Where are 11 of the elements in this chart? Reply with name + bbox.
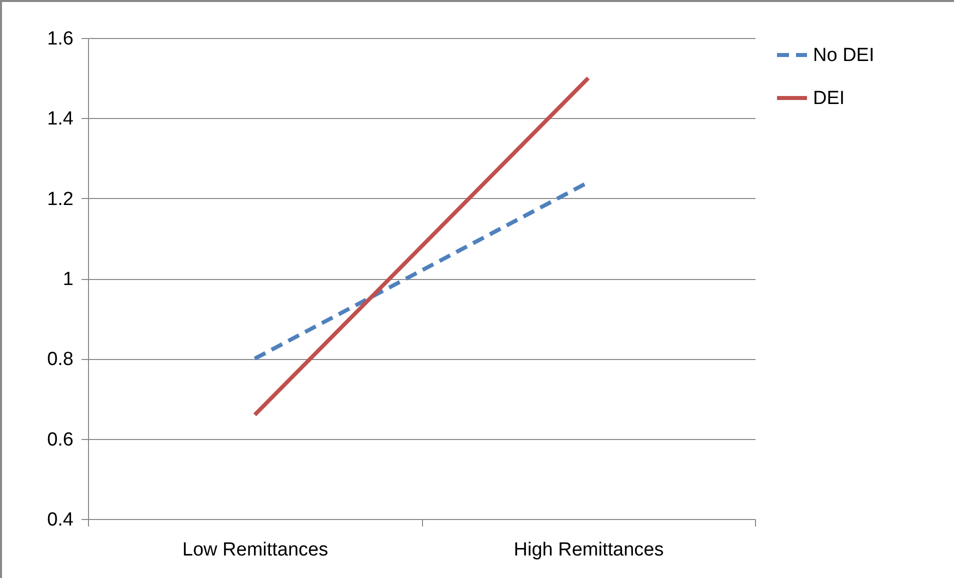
x-tick-label: Low Remittances xyxy=(182,540,328,560)
y-tick-label: 0.4 xyxy=(47,510,74,530)
x-tick-label: High Remittances xyxy=(514,540,664,560)
y-tick-label: 1.2 xyxy=(47,188,74,210)
legend-label: No DEI xyxy=(813,45,874,66)
y-tick-label: 0.8 xyxy=(47,349,74,370)
y-tick-label: 1 xyxy=(62,269,74,290)
y-tick-label: 1.6 xyxy=(47,28,74,50)
y-tick-label: 0.6 xyxy=(47,429,74,450)
y-tick-label: 1.4 xyxy=(47,108,74,130)
legend-label: DEI xyxy=(813,88,845,109)
